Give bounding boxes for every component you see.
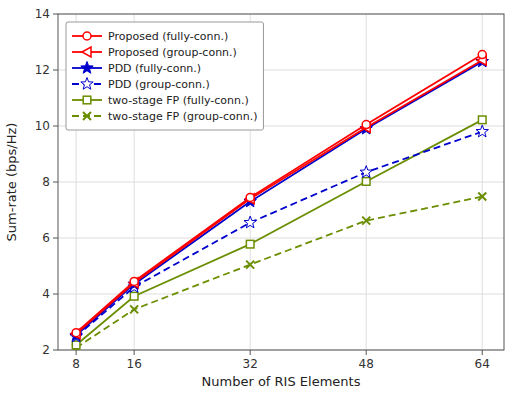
plot-frame [58, 14, 504, 350]
legend-label: two-stage FP (fully-conn.) [108, 94, 249, 107]
y-tick [53, 294, 58, 295]
point-marker [478, 116, 486, 124]
series [70, 55, 488, 341]
legend-marker [81, 78, 93, 90]
legend-marker [83, 112, 91, 120]
y-tick-label: 4 [42, 287, 50, 301]
x-tick-label: 48 [359, 357, 374, 371]
point-marker [246, 193, 254, 201]
y-tick-label: 10 [35, 119, 50, 133]
y-axis-label: Sum-rate (bps/Hz) [4, 123, 19, 242]
legend-label: two-stage FP (group-conn.) [108, 110, 257, 123]
legend-label: PDD (fully-conn.) [108, 62, 201, 75]
series [72, 193, 486, 350]
legend-label: Proposed (fully-conn.) [108, 30, 228, 43]
y-tick-label: 6 [42, 231, 50, 245]
legend-label: Proposed (group-conn.) [108, 46, 237, 59]
series-line [76, 197, 482, 348]
point-marker [362, 121, 370, 129]
point-marker [72, 329, 80, 337]
point-marker [130, 277, 138, 285]
y-grid-line [58, 238, 504, 239]
series [72, 51, 486, 337]
series-line [76, 62, 482, 336]
x-tick-label: 32 [243, 357, 258, 371]
x-tick-label: 16 [127, 357, 142, 371]
series [70, 125, 488, 342]
legend: Proposed (fully-conn.) Proposed (group-co… [66, 22, 263, 130]
series-line [76, 55, 482, 333]
y-tick-label: 2 [42, 343, 50, 357]
point-marker [130, 305, 138, 313]
series-line [76, 132, 482, 337]
point-marker [130, 292, 138, 300]
legend-marker [83, 32, 91, 40]
series-line [76, 120, 482, 345]
point-marker [360, 166, 372, 178]
y-tick-label: 8 [42, 175, 50, 189]
x-tick [134, 350, 135, 355]
y-tick [53, 350, 58, 351]
x-axis-label: Number of RIS Elements [202, 374, 361, 389]
y-tick-label: 12 [35, 63, 50, 77]
grid [58, 14, 504, 350]
x-tick [250, 350, 251, 355]
point-marker [478, 193, 486, 201]
point-marker [245, 194, 254, 204]
plot-area [70, 51, 488, 350]
x-tick [76, 350, 77, 355]
x-tick [366, 350, 367, 355]
point-marker [246, 240, 254, 248]
series [71, 55, 486, 339]
chart: 8 16 32 48 64 2 4 6 8 10 12 14 Number of RIS Element… [0, 0, 518, 396]
legend-marker [81, 62, 93, 74]
y-tick-label: 14 [35, 7, 50, 21]
x-tick-label: 8 [72, 357, 80, 371]
axes: 8 16 32 48 64 2 4 6 8 10 12 14 [35, 7, 504, 371]
x-tick [482, 350, 483, 355]
y-tick [53, 126, 58, 127]
point-marker [478, 51, 486, 59]
point-marker [362, 178, 370, 186]
point-marker [246, 261, 254, 269]
y-tick [53, 14, 58, 15]
point-marker [476, 125, 488, 137]
legend-marker [83, 96, 91, 104]
legend-marker [82, 47, 91, 57]
point-marker [244, 216, 256, 228]
y-tick [53, 70, 58, 71]
series [72, 116, 486, 349]
plot-background [58, 14, 504, 350]
y-tick [53, 182, 58, 183]
point-marker [129, 278, 138, 288]
series-line [76, 60, 482, 334]
point-marker [71, 329, 80, 339]
legend-box [66, 22, 263, 130]
y-tick [53, 238, 58, 239]
point-marker [72, 341, 80, 349]
legend-label: PDD (group-conn.) [108, 78, 210, 91]
y-grid-line [58, 294, 504, 295]
x-tick-label: 64 [475, 357, 490, 371]
point-marker [70, 329, 82, 341]
point-marker [362, 217, 370, 225]
